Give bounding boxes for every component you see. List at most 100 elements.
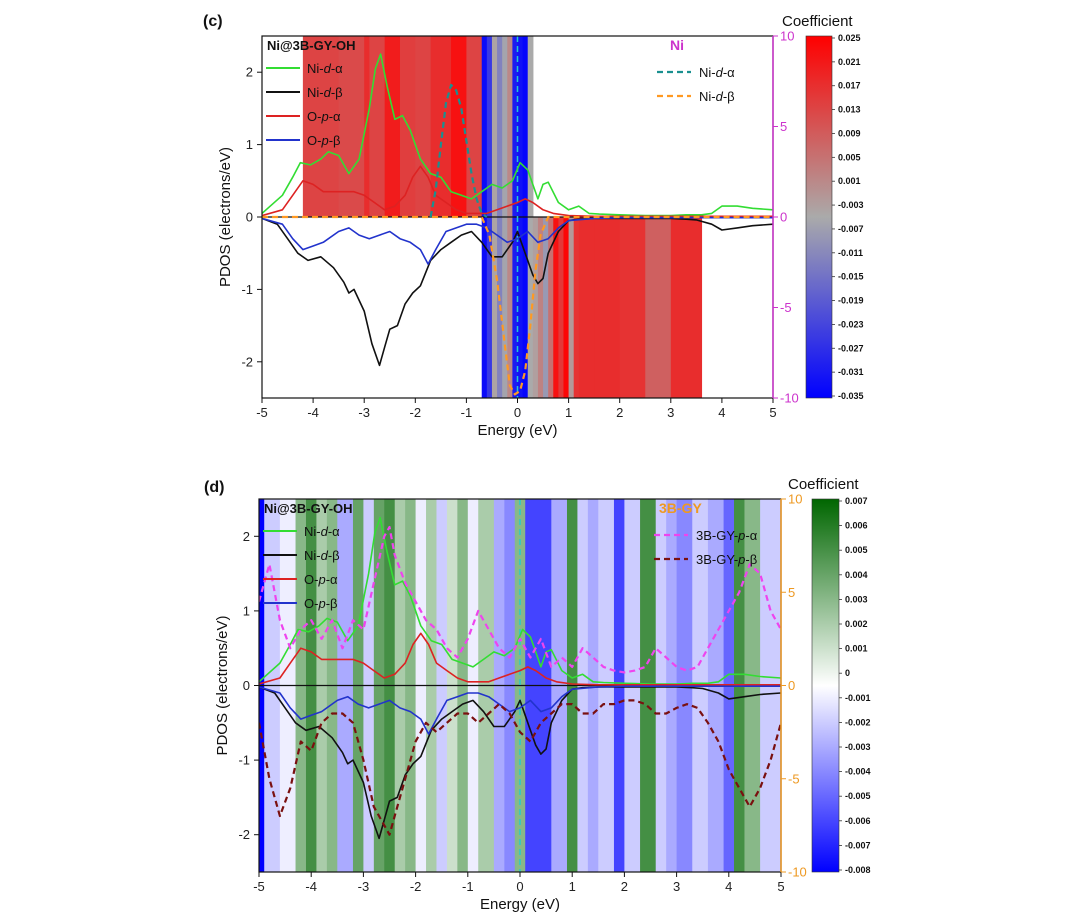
- legend-label: O-p-α: [304, 572, 338, 587]
- system-label: Ni@3B-GY-OH: [264, 501, 353, 516]
- y2-tick-label: 5: [780, 119, 787, 134]
- colorbar-tick-label: -0.007: [845, 840, 871, 850]
- series-line-4: [259, 525, 781, 674]
- colorbar-tick-label: 0.013: [838, 105, 861, 115]
- right-axis-title: 3B-GY: [659, 500, 702, 516]
- y-tick-label: 2: [243, 529, 250, 544]
- y-tick-label: 1: [246, 137, 253, 152]
- colorbar: [805, 35, 833, 399]
- legend-label: 3B-GY-p-β: [696, 552, 757, 567]
- series-line-2: [262, 165, 773, 218]
- legend-label: Ni-d-α: [699, 65, 735, 80]
- coefficient-band: [619, 217, 646, 398]
- colorbar-tick-label: 0.005: [845, 545, 868, 555]
- coefficient-band: [543, 217, 549, 398]
- series-line-5: [262, 215, 773, 396]
- x-tick-label: -4: [305, 879, 317, 894]
- coefficient-band: [568, 217, 575, 398]
- series-line-3: [259, 685, 781, 735]
- x-tick-label: -1: [461, 405, 473, 420]
- x-tick-label: -4: [307, 405, 319, 420]
- legend-label: Ni-d-β: [304, 548, 340, 563]
- y2-tick-label: -10: [780, 391, 799, 406]
- x-tick-label: -1: [462, 879, 474, 894]
- legend-label: Ni-d-β: [699, 89, 735, 104]
- colorbar-tick-label: 0.003: [845, 594, 868, 604]
- y2-tick-label: -5: [788, 771, 800, 786]
- colorbar-tick-label: -0.007: [838, 224, 864, 234]
- colorbar-tick-label: -0.005: [845, 791, 871, 801]
- coefficient-band: [384, 36, 401, 217]
- x-axis-label: Energy (eV): [477, 422, 557, 439]
- coefficient-band: [338, 36, 365, 217]
- x-tick-label: -3: [358, 879, 370, 894]
- x-tick-label: -2: [410, 879, 422, 894]
- right-axis-title: Ni: [670, 37, 684, 53]
- series-line-5: [259, 699, 781, 836]
- coefficient-bands: [302, 36, 703, 398]
- x-tick-label: 1: [565, 405, 572, 420]
- y-tick-label: -1: [238, 753, 250, 768]
- legend-label: O-p-β: [304, 596, 338, 611]
- series-line-2: [259, 632, 781, 686]
- colorbar-tick-label: 0.001: [845, 644, 868, 654]
- colorbar-tick-label: -0.003: [845, 742, 871, 752]
- colorbar-tick-label: -0.027: [838, 343, 864, 353]
- y-axis-label: PDOS (electrons/eV): [217, 147, 234, 287]
- colorbar-tick-label: -0.011: [838, 248, 863, 258]
- y2-tick-label: 10: [780, 29, 794, 44]
- y2-tick-label: -10: [788, 865, 807, 880]
- colorbar-tick-label: -0.001: [845, 693, 871, 703]
- coefficient-band: [364, 36, 370, 217]
- panel-label: (d): [204, 479, 224, 496]
- colorbar-tick-label: 0.002: [845, 619, 868, 629]
- coefficient-band: [594, 217, 621, 398]
- coefficient-band: [430, 36, 452, 217]
- coefficient-band: [563, 217, 570, 398]
- y-tick-label: -1: [241, 282, 253, 297]
- colorbar-tick-label: -0.004: [845, 767, 871, 777]
- y2-tick-label: 0: [780, 210, 787, 225]
- system-label: Ni@3B-GY-OH: [267, 38, 356, 53]
- colorbar-title: Coefficient: [782, 13, 853, 30]
- legend-label: Ni-d-β: [307, 85, 343, 100]
- colorbar-tick-label: -0.008: [845, 865, 871, 875]
- colorbar-tick-label: -0.003: [838, 200, 864, 210]
- coefficient-band: [578, 217, 595, 398]
- y-axis-label: PDOS (electrons/eV): [214, 615, 231, 755]
- y-tick-label: -2: [241, 354, 253, 369]
- x-tick-label: 2: [616, 405, 623, 420]
- y-tick-label: 0: [243, 678, 250, 693]
- y-tick-label: 0: [246, 210, 253, 225]
- colorbar: [811, 498, 840, 873]
- coefficient-band: [558, 217, 565, 398]
- legend-label: Ni-d-α: [307, 61, 343, 76]
- x-tick-label: 3: [673, 879, 680, 894]
- colorbar-tick-label: 0.009: [838, 128, 861, 138]
- y-tick-label: 2: [246, 65, 253, 80]
- colorbar-tick-label: 0.007: [845, 496, 868, 506]
- legend-label: O-p-α: [307, 109, 341, 124]
- x-tick-label: 1: [569, 879, 576, 894]
- x-axis-label: Energy (eV): [480, 896, 560, 913]
- legend-label: Ni-d-α: [304, 524, 340, 539]
- y2-tick-label: 10: [788, 492, 802, 507]
- x-tick-label: 0: [514, 405, 521, 420]
- x-tick-label: 2: [621, 879, 628, 894]
- colorbar-tick-label: 0.001: [838, 176, 861, 186]
- colorbar-tick-label: -0.015: [838, 272, 864, 282]
- colorbar-tick-label: -0.006: [845, 816, 871, 826]
- x-tick-label: 5: [769, 405, 776, 420]
- colorbar-tick-label: -0.023: [838, 319, 864, 329]
- y2-tick-label: 0: [788, 678, 795, 693]
- coefficient-band: [415, 36, 432, 217]
- series-line-3: [262, 216, 773, 265]
- colorbar-tick-label: 0.017: [838, 81, 861, 91]
- x-tick-label: 3: [667, 405, 674, 420]
- y2-tick-label: 5: [788, 585, 795, 600]
- coefficient-band: [537, 217, 544, 398]
- series-group: [259, 516, 781, 840]
- colorbar-tick-label: 0.006: [845, 521, 868, 531]
